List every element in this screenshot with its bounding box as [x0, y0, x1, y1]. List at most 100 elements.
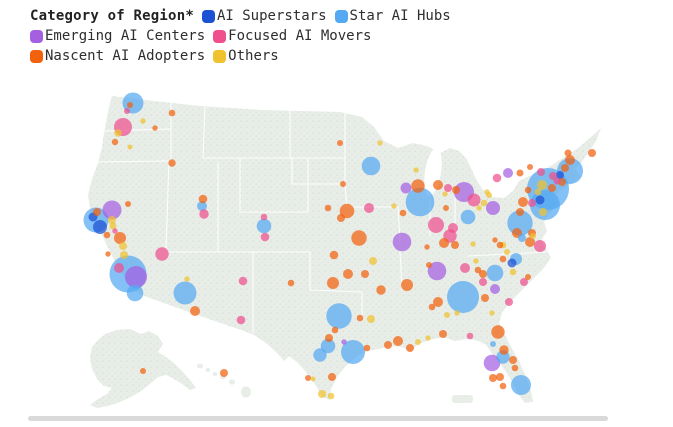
- map-bubble-nascent[interactable]: [479, 270, 487, 278]
- map-bubble-nascent[interactable]: [516, 208, 524, 216]
- map-bubble-nascent[interactable]: [220, 369, 228, 377]
- map-bubble-others[interactable]: [109, 222, 117, 230]
- map-bubble-nascent[interactable]: [491, 325, 505, 339]
- map-bubble-nascent[interactable]: [548, 184, 556, 192]
- map-bubble-focused[interactable]: [444, 184, 452, 192]
- map-bubble-others[interactable]: [367, 315, 375, 323]
- map-bubble-others[interactable]: [184, 276, 190, 282]
- horizontal-scrollbar[interactable]: [28, 416, 608, 421]
- map-bubble-nascent[interactable]: [356, 314, 364, 322]
- map-bubble-hub[interactable]: [341, 340, 365, 364]
- map-bubble-focused[interactable]: [238, 276, 248, 286]
- map-bubble-nascent[interactable]: [524, 186, 532, 194]
- map-bubble-emerging[interactable]: [486, 201, 500, 215]
- map-bubble-others[interactable]: [425, 335, 431, 341]
- map-bubble-focused[interactable]: [460, 263, 470, 273]
- map-bubble-nascent[interactable]: [424, 244, 430, 250]
- map-bubble-nascent[interactable]: [525, 237, 535, 247]
- map-bubble-nascent[interactable]: [496, 241, 504, 249]
- map-bubble-nascent[interactable]: [140, 368, 146, 374]
- map-bubble-hub[interactable]: [197, 201, 207, 211]
- map-bubble-nascent[interactable]: [499, 345, 509, 355]
- map-bubble-focused[interactable]: [528, 199, 536, 207]
- map-bubble-nascent[interactable]: [114, 232, 126, 244]
- map-bubble-others[interactable]: [413, 167, 419, 173]
- map-bubble-focused[interactable]: [260, 213, 268, 221]
- map-bubble-nascent[interactable]: [516, 169, 524, 177]
- map-bubble-nascent[interactable]: [287, 279, 295, 287]
- map-bubble-emerging[interactable]: [392, 232, 412, 252]
- map-bubble-focused[interactable]: [428, 217, 444, 233]
- map-bubble-nascent[interactable]: [489, 374, 497, 382]
- legend-item-ai-superstars[interactable]: AI Superstars: [201, 8, 327, 25]
- map-bubble-others[interactable]: [484, 189, 490, 195]
- map-bubble-focused[interactable]: [448, 223, 458, 233]
- map-bubble-nascent[interactable]: [384, 341, 392, 349]
- map-bubble-superstar[interactable]: [507, 258, 517, 268]
- map-bubble-nascent[interactable]: [499, 255, 507, 263]
- map-bubble-nascent[interactable]: [411, 179, 425, 193]
- map-bubble-focused[interactable]: [520, 278, 528, 286]
- legend-item-focused-ai-movers[interactable]: Focused AI Movers: [213, 28, 371, 45]
- map-bubble-nascent[interactable]: [168, 109, 176, 117]
- legend-item-emerging-ai-centers[interactable]: Emerging AI Centers: [30, 28, 205, 45]
- map-bubble-others[interactable]: [369, 257, 377, 265]
- map-bubble-nascent[interactable]: [443, 205, 449, 211]
- map-bubble-others[interactable]: [537, 180, 547, 190]
- map-bubble-nascent[interactable]: [111, 138, 119, 146]
- map-bubble-nascent[interactable]: [93, 208, 101, 216]
- map-bubble-nascent[interactable]: [428, 303, 436, 311]
- map-bubble-nascent[interactable]: [325, 334, 333, 342]
- map-bubble-focused[interactable]: [467, 193, 481, 207]
- legend-item-star-ai-hubs[interactable]: Star AI Hubs: [334, 8, 451, 25]
- map-bubble-others[interactable]: [442, 191, 448, 197]
- map-bubble-nascent[interactable]: [327, 277, 339, 289]
- map-bubble-hub[interactable]: [511, 375, 531, 395]
- map-bubble-others[interactable]: [120, 251, 128, 259]
- map-bubble-nascent[interactable]: [305, 375, 311, 381]
- map-bubble-hub[interactable]: [405, 187, 435, 217]
- map-bubble-others[interactable]: [530, 233, 536, 239]
- map-bubble-nascent[interactable]: [337, 140, 343, 146]
- map-bubble-nascent[interactable]: [168, 159, 176, 167]
- map-bubble-nascent[interactable]: [518, 197, 528, 207]
- map-bubble-nascent[interactable]: [481, 294, 489, 302]
- map-bubble-nascent[interactable]: [439, 238, 449, 248]
- map-bubble-others[interactable]: [534, 188, 542, 196]
- map-bubble-nascent[interactable]: [474, 266, 482, 274]
- map-bubble-nascent[interactable]: [492, 237, 498, 243]
- map-bubble-others[interactable]: [108, 216, 116, 224]
- map-bubble-others[interactable]: [127, 144, 133, 150]
- map-bubble-hub[interactable]: [126, 284, 144, 302]
- map-bubble-others[interactable]: [509, 268, 517, 276]
- map-bubble-nascent[interactable]: [340, 181, 346, 187]
- map-bubble-nascent[interactable]: [588, 149, 596, 157]
- map-bubble-focused[interactable]: [479, 278, 487, 286]
- map-bubble-nascent[interactable]: [393, 336, 403, 346]
- map-bubble-hub[interactable]: [460, 209, 476, 225]
- map-bubble-nascent[interactable]: [527, 164, 533, 170]
- map-bubble-focused[interactable]: [364, 203, 374, 213]
- map-bubble-focused[interactable]: [114, 263, 124, 273]
- map-bubble-nascent[interactable]: [343, 269, 353, 279]
- map-bubble-others[interactable]: [327, 392, 335, 400]
- map-bubble-others[interactable]: [470, 241, 476, 247]
- map-bubble-focused[interactable]: [124, 108, 130, 114]
- map-bubble-hub[interactable]: [313, 348, 327, 362]
- map-bubble-nascent[interactable]: [361, 270, 369, 278]
- map-bubble-superstar[interactable]: [556, 171, 564, 179]
- map-bubble-others[interactable]: [489, 310, 495, 316]
- map-bubble-others[interactable]: [119, 242, 127, 250]
- map-bubble-nascent[interactable]: [152, 125, 158, 131]
- map-bubble-hub[interactable]: [173, 281, 197, 305]
- map-bubble-superstar[interactable]: [535, 195, 545, 205]
- map-bubble-nascent[interactable]: [125, 201, 131, 207]
- map-bubble-emerging[interactable]: [400, 182, 412, 194]
- map-bubble-focused[interactable]: [505, 298, 513, 306]
- map-bubble-nascent[interactable]: [565, 155, 575, 165]
- map-bubble-nascent[interactable]: [406, 344, 414, 352]
- map-bubble-nascent[interactable]: [399, 209, 407, 217]
- map-bubble-hub[interactable]: [326, 303, 352, 329]
- map-bubble-emerging[interactable]: [503, 168, 513, 178]
- map-bubble-nascent[interactable]: [351, 230, 367, 246]
